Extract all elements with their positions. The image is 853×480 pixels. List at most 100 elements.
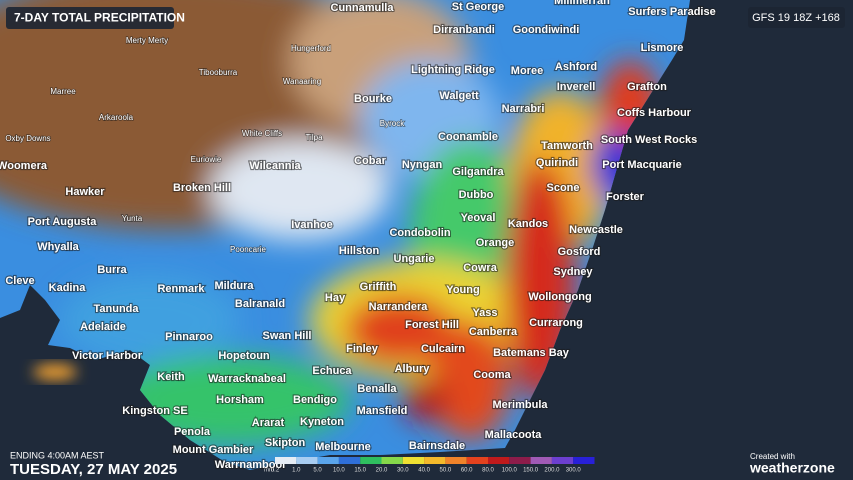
place-label: Walgett <box>439 90 479 102</box>
place-label: Ararat <box>252 417 285 429</box>
legend-label: 100.0 <box>502 468 518 474</box>
legend-label: 40.0 <box>418 468 430 474</box>
place-label: Surfers Paradise <box>628 6 715 18</box>
place-label: Merimbula <box>492 399 548 411</box>
legend-label: 50.0 <box>440 468 452 474</box>
place-label: Grafton <box>627 81 667 93</box>
place-label: Wilcannia <box>249 160 301 172</box>
place-label: Forest Hill <box>405 319 459 331</box>
place-label: Cowra <box>463 262 498 274</box>
model: GFS 19 18Z +168 <box>752 12 840 24</box>
place-label: Condobolin <box>389 227 450 239</box>
place-label: Hillston <box>339 245 380 257</box>
place-label: Mildura <box>214 280 254 292</box>
place-label: Dubbo <box>459 189 494 201</box>
place-label: Wanaaring <box>283 77 321 86</box>
brand: weatherzone <box>749 460 835 476</box>
place-label: Mansfield <box>357 405 408 417</box>
legend: 0.2 1.0 5.0 10.0 15.0 20.0 30.0 40.0 50.0 60.0 80.… <box>271 457 595 474</box>
place-label: Yeoval <box>461 212 496 224</box>
place-label: Melbourne <box>315 441 371 453</box>
legend-swatch <box>530 457 552 464</box>
place-label: Quirindi <box>536 157 578 169</box>
place-label: Gilgandra <box>452 166 504 178</box>
place-label: Gosford <box>558 246 601 258</box>
place-label: Cunnamulla <box>331 2 395 14</box>
place-label: Nyngan <box>402 159 443 171</box>
place-label: Tibooburra <box>199 68 238 77</box>
ending: ENDING 4:00AM AEST <box>10 450 105 460</box>
legend-label: 30.0 <box>397 468 409 474</box>
place-label: Balranald <box>235 298 285 310</box>
place-label: Forster <box>606 191 645 203</box>
place-label: Hungerford <box>291 44 331 53</box>
legend-swatch <box>381 457 403 464</box>
place-label: Warrnambool <box>215 459 286 471</box>
place-label: Coffs Harbour <box>617 107 692 119</box>
place-label: Tamworth <box>541 140 593 152</box>
place-label: Currarong <box>529 317 583 329</box>
islands <box>33 364 77 380</box>
place-label: Lightning Ridge <box>411 64 495 76</box>
place-label: Echuca <box>312 365 352 377</box>
place-label: Penola <box>174 426 211 438</box>
place-label: Byrock <box>380 119 405 128</box>
place-label: Pooncarie <box>230 245 267 254</box>
place-label: Cobar <box>354 155 387 167</box>
legend-swatch <box>424 457 446 464</box>
place-label: Mallacoota <box>485 429 543 441</box>
place-label: Keith <box>157 371 185 383</box>
place-label: Merty Merty <box>126 36 168 45</box>
legend-label: 60.0 <box>461 468 473 474</box>
model-box <box>748 7 845 28</box>
place-label: Coonamble <box>438 131 498 143</box>
title-box <box>6 7 174 29</box>
place-label: Goondiwindi <box>513 24 580 36</box>
place-label: Warracknabeal <box>208 373 286 385</box>
place-label: Sydney <box>553 266 593 278</box>
place-label: Victor Harbor <box>72 350 143 362</box>
place-label: Skipton <box>265 437 306 449</box>
place-label: Mount Gambier <box>173 444 254 456</box>
legend-swatch <box>573 457 595 464</box>
place-label: Narrabri <box>502 103 545 115</box>
place-label: Benalla <box>357 383 397 395</box>
place-label: Bendigo <box>293 394 337 406</box>
legend-swatch <box>445 457 467 464</box>
place-label: Canberra <box>469 326 518 338</box>
place-label: Ashford <box>555 61 597 73</box>
place-label: Bourke <box>354 93 392 105</box>
place-label: Orange <box>476 237 515 249</box>
place-label: Arkaroola <box>99 113 134 122</box>
place-label: Hopetoun <box>218 350 270 362</box>
place-label: Port Augusta <box>28 216 98 228</box>
place-label: Swan Hill <box>263 330 312 342</box>
place-label: Finley <box>346 343 379 355</box>
place-label: Millmerran <box>554 0 610 7</box>
place-label: Adelaide <box>80 321 126 333</box>
legend-label: 0.2 <box>271 468 280 474</box>
place-label: Renmark <box>157 283 205 295</box>
place-label: Newcastle <box>569 224 623 236</box>
place-label: South West Rocks <box>601 134 697 146</box>
place-label: Tilpa <box>305 133 323 142</box>
place-label: Moree <box>511 65 543 77</box>
legend-label: 300.0 <box>566 468 582 474</box>
legend-swatch <box>488 457 510 464</box>
place-label: St George <box>452 1 505 13</box>
legend-swatch <box>338 457 361 464</box>
legend-swatch <box>402 457 425 464</box>
legend-label: 15.0 <box>354 468 366 474</box>
legend-swatch <box>296 457 318 464</box>
place-label: Scone <box>546 182 579 194</box>
legend-label: 80.0 <box>482 468 494 474</box>
legend-label: 150.0 <box>523 468 539 474</box>
place-label: Batemans Bay <box>493 347 570 359</box>
place-label: Narrandera <box>369 301 429 313</box>
place-label: Dirranbandi <box>433 24 495 36</box>
place-label: Yunta <box>122 214 143 223</box>
place-label: Kadina <box>49 282 87 294</box>
place-label: Whyalla <box>37 241 79 253</box>
